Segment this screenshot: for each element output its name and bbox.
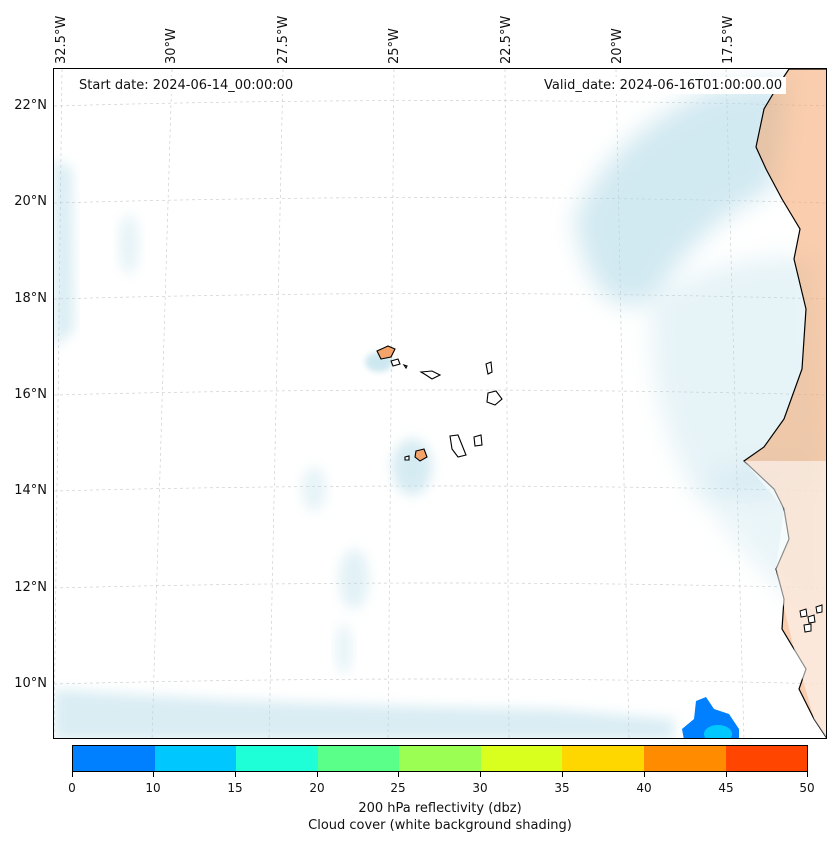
colorbar-tick-1	[153, 772, 154, 777]
cape-verde-islands	[376, 345, 503, 462]
reflectivity-cell	[682, 697, 739, 738]
colorbar-tick-9	[807, 772, 808, 777]
lat-label-22n: 22°N	[14, 98, 47, 113]
island-santo-antao	[376, 345, 396, 360]
map-canvas	[54, 69, 826, 738]
colorbar-tick-3	[317, 772, 318, 777]
colorbar-segment-7	[643, 746, 726, 771]
lat-label-14n: 14°N	[14, 483, 47, 498]
lat-label-20n: 20°N	[14, 194, 47, 209]
colorbar-tick-2	[235, 772, 236, 777]
coastal-lowland-shading	[744, 461, 826, 737]
colorbar-label-40: 40	[636, 781, 652, 795]
colorbar	[72, 745, 808, 772]
colorbar-segment-6	[562, 746, 644, 771]
island-sal	[485, 361, 493, 375]
colorbar-label-25: 25	[390, 781, 406, 795]
colorbar-segment-0	[73, 746, 155, 771]
colorbar-tick-4	[398, 772, 399, 777]
island-fogo	[414, 448, 428, 462]
colorbar-label-10: 10	[145, 781, 161, 795]
colorbar-label-45: 45	[718, 781, 734, 795]
colorbar-tick-5	[480, 772, 481, 777]
colorbar-title: 200 hPa reflectivity (dbz)	[358, 801, 522, 816]
colorbar-segment-2	[236, 746, 318, 771]
bissagos-islands	[799, 604, 823, 633]
lat-label-18n: 18°N	[14, 291, 47, 306]
lon-label-30w: 30°W	[164, 28, 179, 64]
colorbar-segment-3	[317, 746, 400, 771]
island-brava	[404, 455, 410, 461]
colorbar-tick-6	[562, 772, 563, 777]
lon-label-20w: 20°W	[610, 28, 625, 64]
colorbar-label-20: 20	[309, 781, 325, 795]
lon-label-22-5w: 22.5°W	[499, 15, 514, 64]
lon-label-27-5w: 27.5°W	[276, 15, 291, 64]
colorbar-tick-0	[72, 772, 73, 777]
lat-label-10n: 10°N	[14, 676, 47, 691]
island-sao-nicolau	[419, 370, 442, 380]
island-santiago	[449, 434, 467, 458]
start-date-annotation: Start date: 2024-06-14_00:00:00	[75, 77, 298, 94]
colorbar-segment-4	[399, 746, 481, 771]
map-frame	[53, 68, 827, 739]
cloud-cover-shading	[54, 79, 826, 738]
lon-label-17-5w: 17.5°W	[721, 15, 736, 64]
colorbar-label-30: 30	[472, 781, 488, 795]
colorbar-segment-1	[154, 746, 237, 771]
gridlines	[54, 69, 826, 738]
colorbar-label-0: 0	[68, 781, 76, 795]
island-sao-vicente	[390, 358, 401, 367]
valid-date-annotation: Valid_date: 2024-06-16T01:00:00.00	[540, 77, 787, 94]
colorbar-subtitle: Cloud cover (white background shading)	[308, 818, 572, 833]
colorbar-segment-8	[725, 746, 808, 771]
lat-label-12n: 12°N	[14, 580, 47, 595]
island-boa-vista	[486, 390, 503, 406]
colorbar-tick-7	[644, 772, 645, 777]
lon-label-25w: 25°W	[387, 28, 402, 64]
colorbar-segment-5	[480, 746, 563, 771]
colorbar-label-35: 35	[554, 781, 570, 795]
colorbar-label-15: 15	[227, 781, 243, 795]
island-maio	[473, 434, 483, 447]
colorbar-label-50: 50	[799, 781, 815, 795]
lat-label-16n: 16°N	[14, 387, 47, 402]
island-santa-luzia	[402, 363, 408, 370]
lon-label-32-5w: 32.5°W	[54, 15, 69, 64]
colorbar-tick-8	[726, 772, 727, 777]
